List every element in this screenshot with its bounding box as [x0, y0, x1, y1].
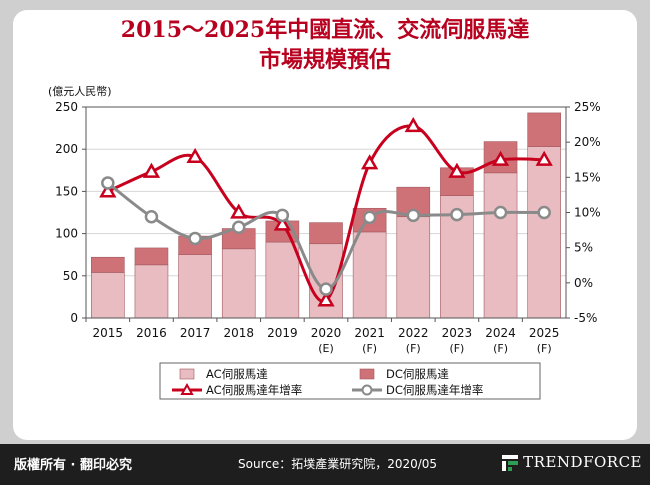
point-ac-growth-2023: [448, 162, 466, 178]
brand-name: TRENDFORCE: [523, 453, 642, 471]
x-tick-label: 2023: [442, 326, 473, 340]
y2-tick-label: -5%: [574, 311, 597, 325]
point-ac-growth-2020: [317, 291, 335, 307]
point-ac-growth-2018: [230, 203, 248, 219]
bar-ac-2019: [265, 241, 300, 319]
y-tick-label: 50: [63, 269, 78, 283]
y2-tick-label: 0%: [574, 276, 593, 290]
bar-ac-2015: [91, 272, 125, 319]
legend-swatch: [179, 368, 195, 380]
point-ac-growth-2024: [491, 150, 510, 166]
x-tick-note: (F): [537, 342, 552, 355]
y-tick-label: 250: [55, 100, 78, 114]
y-tick-label: 200: [55, 142, 78, 156]
copyright-notice: 版權所有 · 翻印必究: [14, 458, 132, 473]
x-tick-note: (F): [362, 342, 377, 355]
point-ac-growth-2021: [360, 154, 379, 170]
point-dc-growth-2024: [493, 205, 508, 220]
y2-tick-label: 10%: [574, 206, 601, 220]
y2-tick-label: 20%: [574, 135, 601, 149]
bar-ac-2022: [396, 216, 431, 319]
point-dc-growth-2025: [537, 205, 551, 220]
x-tick-note: (F): [493, 342, 508, 355]
x-tick-label: 2022: [398, 326, 429, 340]
point-ac-growth-2016: [142, 162, 161, 178]
y-tick-label: 100: [55, 227, 78, 241]
x-tick-note: (E): [318, 342, 334, 355]
legend-marker: [180, 382, 194, 395]
bar-dc-2016: [134, 247, 169, 266]
point-dc-growth-2021: [362, 210, 377, 225]
point-ac-growth-2015: [99, 182, 117, 198]
x-tick-label: 2021: [354, 326, 385, 340]
brand-logo: TRENDFORCE: [501, 453, 642, 472]
legend-marker: [361, 384, 373, 396]
chart-svg: (億元人民幣) 0 50 100 150 200 250 -5% 0% 5% 10% 15% 20% 2…: [48, 85, 601, 400]
point-dc-growth-2023: [450, 207, 464, 222]
bar-ac-2017: [178, 254, 212, 319]
x-tick-label: 2024: [485, 326, 516, 340]
legend-box: [159, 362, 541, 400]
source-note: Source：拓墣產業研究院，2020/05: [238, 457, 438, 471]
y2-tick-label: 5%: [574, 241, 593, 255]
chart-title-line2: 市場規模預估: [258, 47, 391, 73]
legend-label: DC伺服馬達: [386, 367, 449, 381]
bar-dc-2020: [309, 222, 343, 245]
y2-tick-label: 15%: [574, 170, 601, 184]
legend-label: AC伺服馬達年增率: [206, 383, 302, 397]
bar-ac-2024: [483, 172, 518, 319]
point-ac-growth-2019: [273, 215, 292, 231]
point-dc-growth-2020: [319, 282, 333, 296]
point-ac-growth-2022: [404, 116, 422, 133]
point-dc-growth-2015: [101, 176, 115, 190]
x-tick-label: 2018: [223, 326, 254, 340]
bar-series: [91, 112, 561, 319]
point-dc-growth-2019: [275, 208, 290, 223]
x-tick-label: 2019: [267, 326, 298, 340]
point-dc-growth-2017: [188, 231, 202, 246]
bar-dc-2015: [91, 256, 125, 273]
y-tick-label: 0: [70, 311, 78, 325]
point-dc-growth-2016: [144, 209, 159, 224]
y-axis-label: (億元人民幣): [48, 85, 112, 98]
x-tick-label: 2025: [529, 326, 560, 340]
legend-swatch: [359, 368, 375, 380]
line-series: [99, 116, 553, 307]
bar-ac-2018: [221, 248, 256, 319]
x-tick-label: 2020: [311, 326, 342, 340]
x-tick-label: 2017: [180, 326, 211, 340]
bar-ac-2025: [527, 146, 561, 319]
trendforce-logo-icon: [502, 455, 519, 471]
point-ac-growth-2017: [186, 147, 204, 164]
point-ac-growth-2025: [535, 150, 553, 166]
bar-dc-2025: [527, 112, 561, 147]
axes: 0 50 100 150 200 250 -5% 0% 5% 10% 15% 20% 25% 2015 20…: [55, 100, 601, 355]
x-tick-note: (F): [406, 342, 421, 355]
legend-label: DC伺服馬達年增率: [386, 383, 483, 397]
bar-ac-2021: [352, 231, 387, 319]
chart-title-line1: 2015～2025年中國直流、交流伺服馬達: [120, 17, 530, 43]
legend-label: AC伺服馬達: [206, 367, 268, 381]
x-tick-note: (F): [449, 342, 464, 355]
x-tick-label: 2015: [93, 326, 124, 340]
legend: AC伺服馬達 DC伺服馬達 AC伺服馬達年增率 DC伺服馬達年增率: [159, 362, 541, 400]
y2-tick-label: 25%: [574, 100, 601, 114]
footer-bar: 版權所有 · 翻印必究 Source：拓墣產業研究院，2020/05 TREND…: [0, 444, 650, 485]
x-tick-label: 2016: [136, 326, 167, 340]
point-dc-growth-2018: [231, 220, 246, 235]
y-tick-label: 150: [55, 184, 78, 198]
bar-ac-2016: [134, 264, 169, 319]
point-dc-growth-2022: [406, 208, 421, 223]
